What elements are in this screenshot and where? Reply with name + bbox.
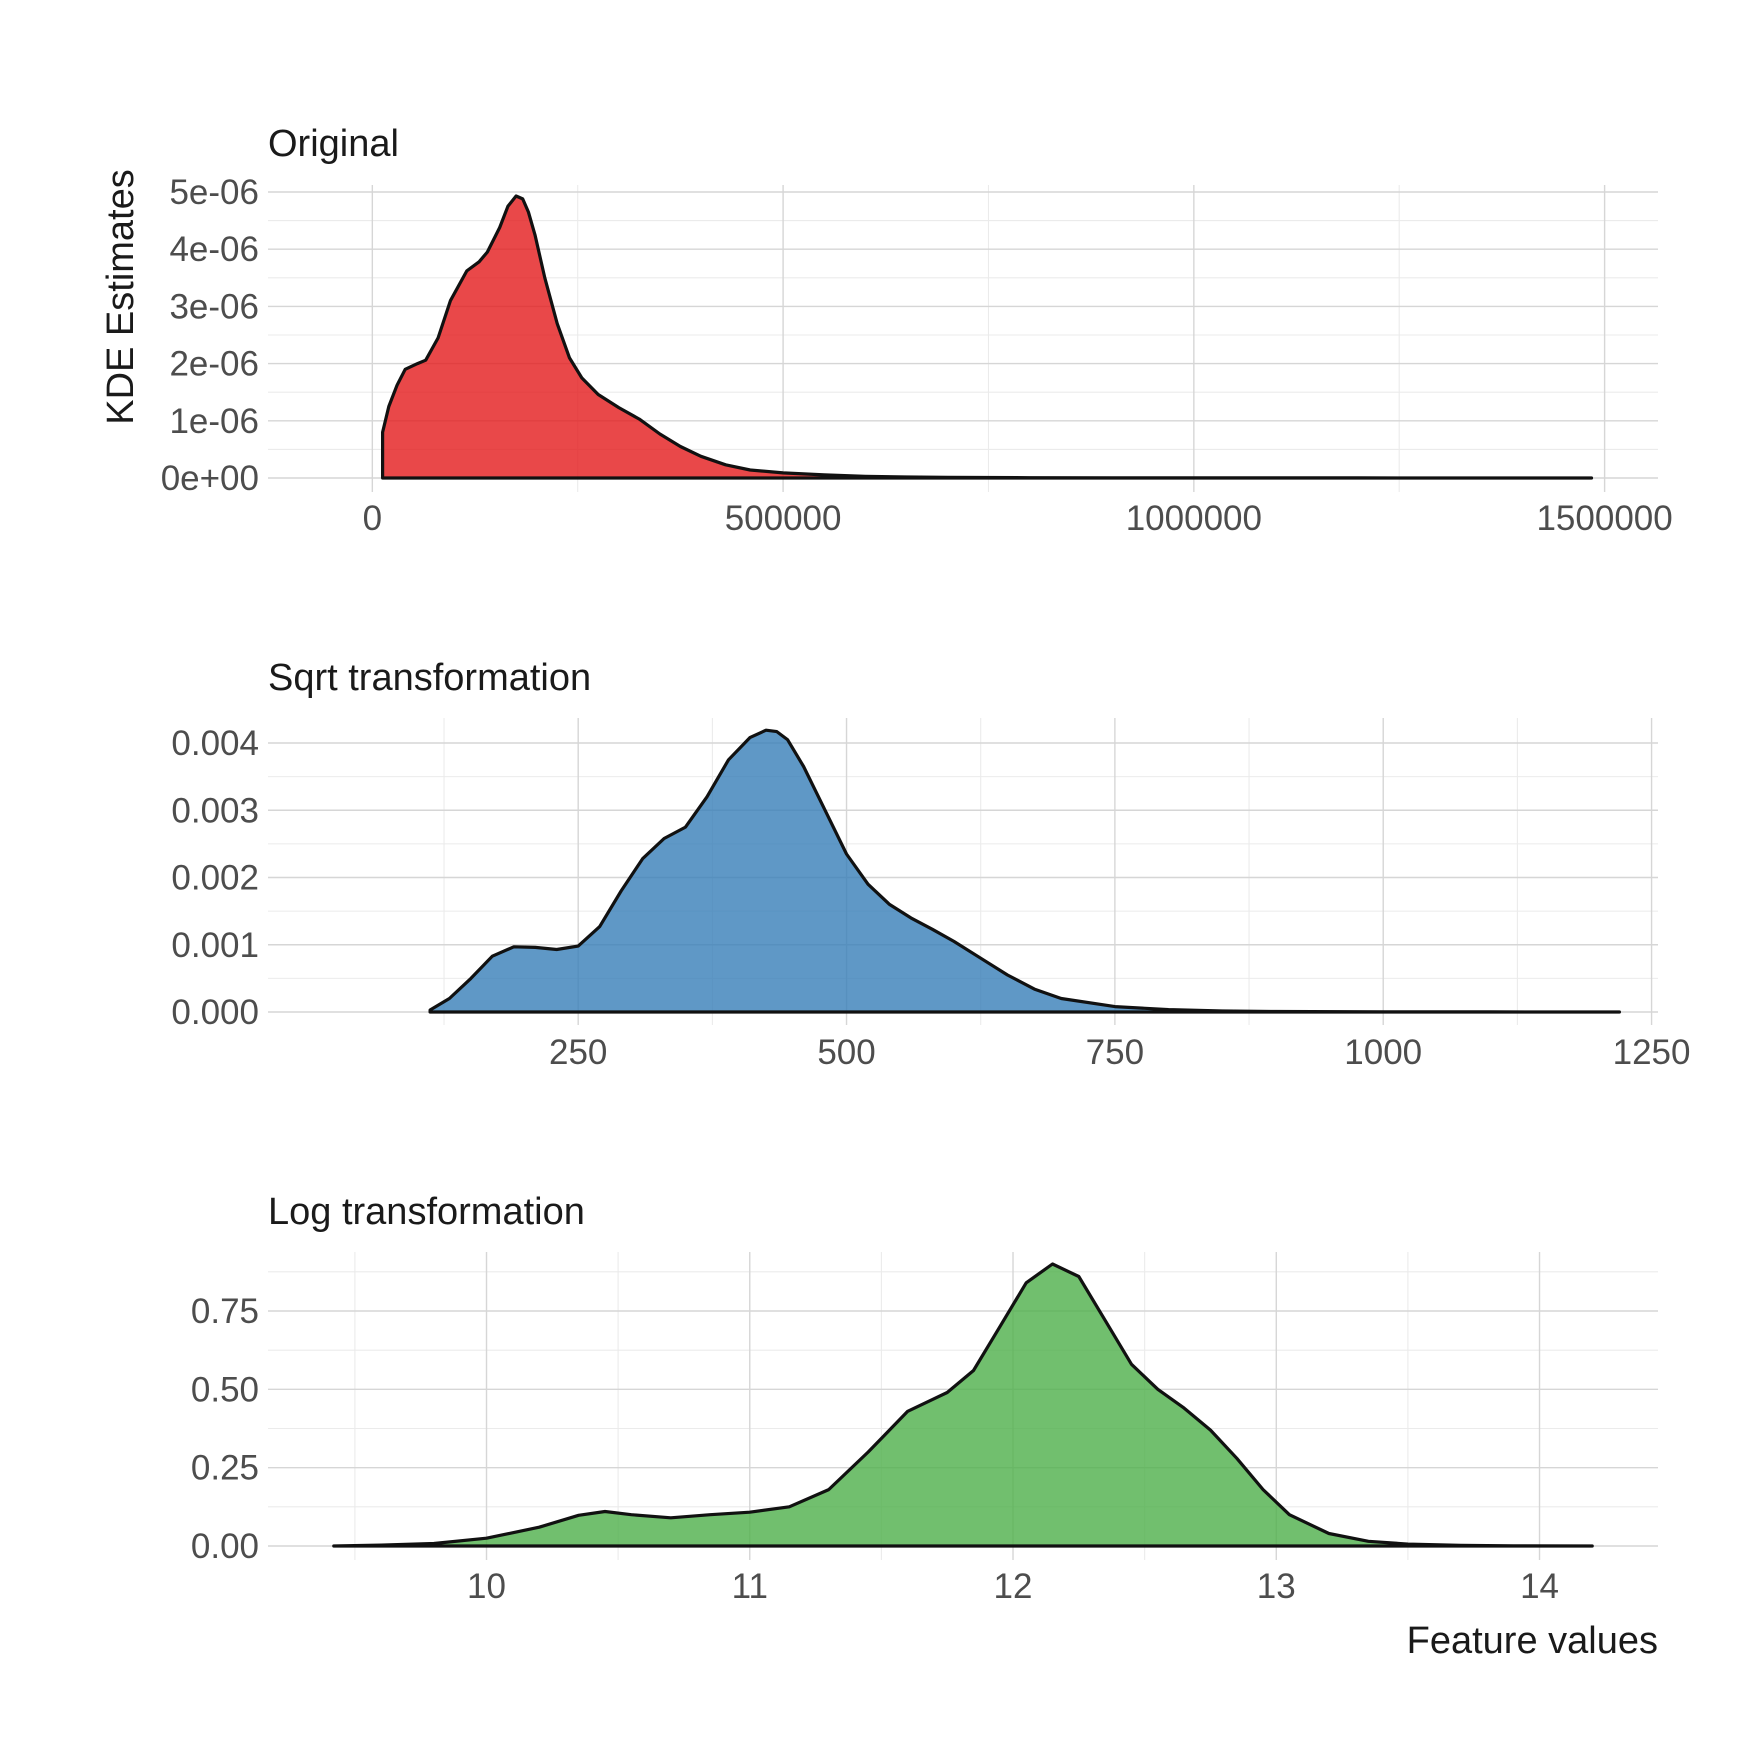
- panel-1: 0e+00 1e-06 2e-06 3e-06 4e-06 5e-06 0 500000 100…: [161, 123, 1673, 538]
- x-tick-label: 11: [732, 1567, 768, 1606]
- y-axis-title: KDE Estimates: [100, 169, 142, 425]
- y-tick-label: 0.25: [191, 1449, 259, 1488]
- panel-title: Original: [268, 123, 399, 165]
- density-area: [332, 1262, 1594, 1548]
- x-tick-label: 1000000: [1126, 499, 1262, 538]
- x-tick-label: 12: [994, 1567, 1033, 1606]
- density-area: [381, 194, 1594, 480]
- y-tick-label: 4e-06: [169, 230, 259, 269]
- y-tick-label: 0.004: [171, 724, 259, 763]
- panel-3: 0.00 0.25 0.50 0.75 10 11 12 13 14 Log transforma…: [191, 1191, 1658, 1606]
- panel-title: Log transformation: [268, 1191, 585, 1233]
- y-tick-label: 0.001: [171, 926, 259, 965]
- y-tick-label: 5e-06: [169, 173, 259, 212]
- y-tick-label: 0.003: [171, 791, 259, 830]
- panel-title: Sqrt transformation: [268, 657, 591, 699]
- y-tick-label: 0.00: [191, 1527, 259, 1566]
- panel-2: 0.000 0.001 0.002 0.003 0.004 250 500 750 1000 12…: [171, 657, 1690, 1072]
- x-tick-label: 500000: [725, 499, 842, 538]
- x-tick-label: 250: [549, 1033, 607, 1072]
- x-tick-label: 1250: [1613, 1033, 1691, 1072]
- y-tick-label: 2e-06: [169, 345, 259, 384]
- x-tick-label: 0: [363, 499, 382, 538]
- y-tick-label: 0.50: [191, 1370, 259, 1409]
- y-tick-label: 0.75: [191, 1292, 259, 1331]
- x-tick-label: 13: [1257, 1567, 1296, 1606]
- x-tick-label: 750: [1086, 1033, 1144, 1072]
- x-tick-label: 1500000: [1536, 499, 1672, 538]
- y-tick-label: 0e+00: [161, 459, 259, 498]
- x-tick-label: 10: [467, 1567, 506, 1606]
- x-tick-label: 1000: [1344, 1033, 1422, 1072]
- y-tick-label: 0.000: [171, 993, 259, 1032]
- y-tick-label: 1e-06: [169, 402, 259, 441]
- density-area: [428, 728, 1621, 1014]
- x-tick-label: 14: [1520, 1567, 1559, 1606]
- x-axis-title: Feature values: [1407, 1620, 1658, 1662]
- x-tick-label: 500: [817, 1033, 875, 1072]
- y-tick-label: 0.002: [171, 859, 259, 898]
- y-tick-label: 3e-06: [169, 287, 259, 326]
